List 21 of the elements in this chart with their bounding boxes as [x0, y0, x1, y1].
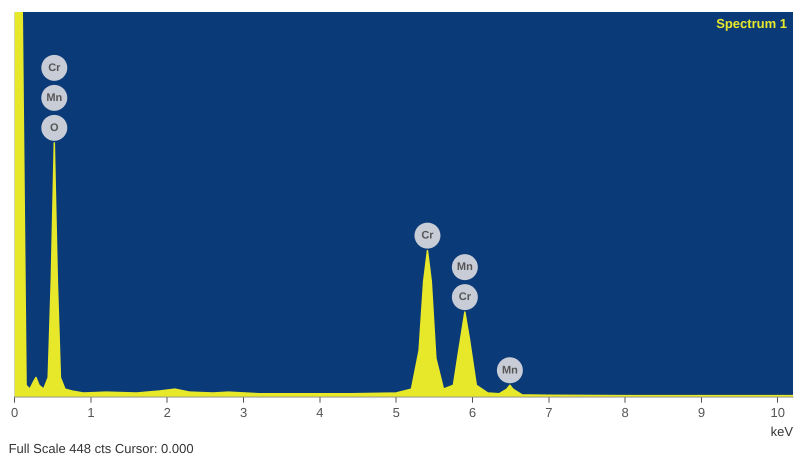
- annotation: Cr: [421, 230, 434, 242]
- text: Full Scale 448 cts Cursor: 0.000: [8, 441, 194, 456]
- annotation: Mn: [502, 364, 518, 376]
- annotation: Mn: [456, 261, 474, 274]
- x-tick-label: 2: [164, 405, 171, 420]
- x-tick-label: 5: [392, 405, 400, 420]
- annotation: Cr: [458, 291, 472, 304]
- x-tick-label: 10: [770, 405, 785, 420]
- x-tick-label: 0: [11, 405, 18, 420]
- annotation: O: [50, 122, 60, 134]
- text: Spectrum 1: [716, 16, 787, 32]
- x-tick-label: 9: [698, 405, 706, 420]
- x-tick-label: 3: [240, 405, 248, 420]
- x-tick-label: 6: [468, 405, 476, 420]
- x-axis-title: keV: [770, 424, 794, 439]
- x-tick-label: 1: [87, 405, 95, 420]
- annotation: Mn: [46, 92, 63, 104]
- annotation: Cr: [48, 62, 62, 74]
- x-tick-label: 7: [545, 405, 552, 420]
- x-tick-label: 4: [316, 405, 324, 420]
- x-tick-label: 8: [621, 405, 629, 420]
